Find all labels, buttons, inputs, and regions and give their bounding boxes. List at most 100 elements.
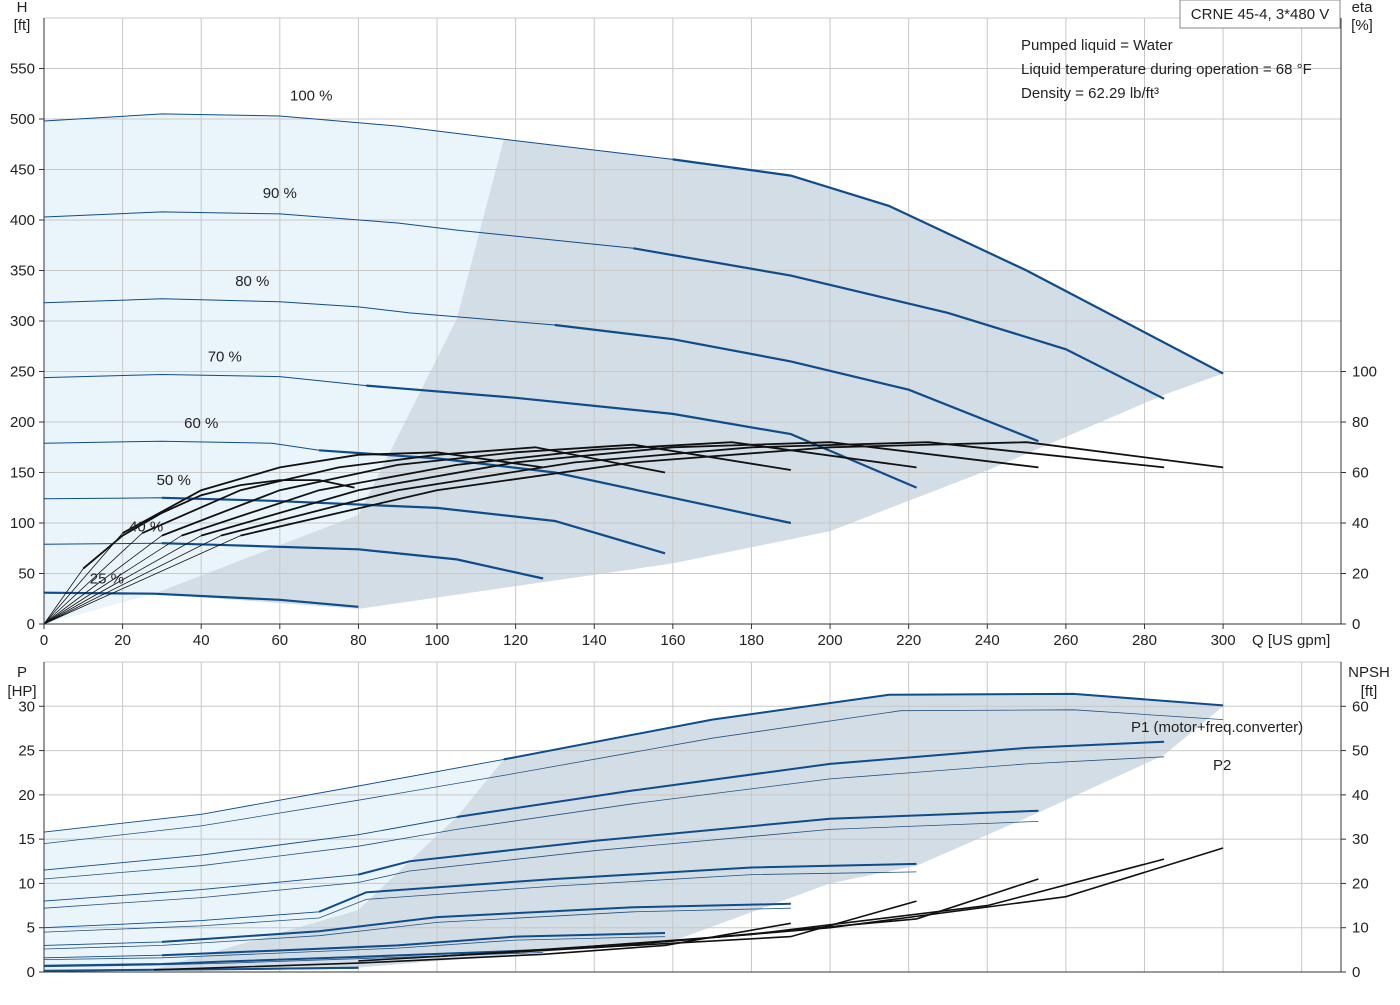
x-tick-label: 40 (193, 632, 210, 649)
head-curve (319, 449, 792, 525)
head-curve (366, 384, 917, 489)
x-tick-label: 300 (1211, 632, 1236, 649)
x-tick-label: 260 (1053, 632, 1078, 649)
eta-tick-label: 0 (1352, 616, 1360, 633)
liquid-label: Pumped liquid = Water (1021, 37, 1173, 54)
upper-operating-region (44, 113, 1224, 625)
model-label: CRNE 45-4, 3*480 V (1191, 6, 1329, 23)
upper-labels: 0501001502002503003504004505005500204060… (10, 0, 1377, 649)
y-tick-label: 400 (10, 212, 35, 229)
p1-curve (161, 932, 666, 957)
speed-label: 60 % (184, 415, 218, 432)
head-curves (43, 113, 1224, 608)
y-tick-label: 20 (18, 787, 35, 804)
p1-curve (43, 966, 359, 972)
npsh-tick-label: 60 (1352, 698, 1369, 715)
x-axis-label: Q [US gpm] (1252, 632, 1330, 649)
eta-curve (220, 441, 1165, 537)
eta-curves (43, 441, 1224, 625)
speed-label: 25 % (90, 570, 124, 587)
eta-tick-label: 100 (1352, 364, 1377, 381)
y-tick-label: 50 (18, 566, 35, 583)
npsh-tick-label: 0 (1352, 964, 1360, 981)
density-label: Density = 62.29 lb/ft³ (1021, 85, 1159, 102)
y-tick-label: 250 (10, 364, 35, 381)
head-curve (554, 323, 1039, 443)
x-tick-label: 220 (896, 632, 921, 649)
speed-label: 90 % (263, 185, 297, 202)
y-tick-label: 350 (10, 263, 35, 280)
p1-series-label: P1 (motor+freq.converter) (1131, 719, 1303, 736)
info-box: CRNE 45-4, 3*480 V Pumped liquid = Water… (1021, 0, 1341, 102)
x-tick-label: 240 (975, 632, 1000, 649)
p1-curve (43, 948, 544, 967)
p1-curve (161, 902, 791, 943)
x-tick-label: 60 (271, 632, 288, 649)
eta-tick-label: 60 (1352, 465, 1369, 482)
y-tick-label: 15 (18, 831, 35, 848)
x-tick-label: 80 (350, 632, 367, 649)
p2-curve (43, 821, 1039, 909)
p1-curve (456, 740, 1165, 818)
speed-label: 80 % (235, 273, 269, 290)
y-tick-label: 0 (27, 616, 35, 633)
upper-axes (39, 18, 1346, 629)
lower-axes (39, 662, 1346, 973)
y-tick-label: 500 (10, 111, 35, 128)
x-tick-label: 0 (40, 632, 48, 649)
y-tick-label: 150 (10, 465, 35, 482)
y-tick-label: 450 (10, 162, 35, 179)
eta-curve (240, 441, 1224, 537)
npsh-tick-label: 50 (1352, 743, 1369, 760)
npsh-curve (594, 847, 1224, 949)
npsh-curves (153, 847, 1224, 971)
p2-curves (43, 709, 1224, 972)
x-tick-label: 100 (425, 632, 450, 649)
y-tick-label: 100 (10, 515, 35, 532)
eta-curve (122, 451, 544, 534)
light-region (44, 759, 504, 972)
x-tick-label: 200 (818, 632, 843, 649)
x-tick-label: 20 (114, 632, 131, 649)
head-curve (161, 496, 666, 555)
eta-tick-label: 80 (1352, 414, 1369, 431)
model-box (1179, 0, 1341, 29)
eta-tick-label: 40 (1352, 515, 1369, 532)
p1-curve (318, 862, 917, 913)
eta-tick-label: 20 (1352, 566, 1369, 583)
temperature-label: Liquid temperature during operation = 68… (1021, 61, 1312, 78)
y-tick-label: 300 (10, 313, 35, 330)
head-curve (633, 247, 1165, 400)
operating-region (154, 139, 1224, 609)
npsh-tick-label: 20 (1352, 875, 1369, 892)
p2-curve (43, 907, 791, 950)
npsh-curve (515, 858, 1165, 953)
y-tick-label: 200 (10, 414, 35, 431)
eta-curve (141, 446, 666, 534)
p2-curve (43, 709, 1224, 844)
npsh-axis-label: NPSH (1348, 664, 1390, 681)
p2-series-label: P2 (1213, 757, 1231, 774)
y-tick-label: 30 (18, 698, 35, 715)
x-tick-label: 280 (1132, 632, 1157, 649)
p1-curves (43, 692, 1224, 972)
speed-label: 40 % (129, 518, 163, 535)
y-tick-label: 10 (18, 875, 35, 892)
p2-curve (43, 936, 666, 960)
npsh-tick-label: 40 (1352, 787, 1369, 804)
speed-label: 70 % (208, 349, 242, 366)
p2-curve (43, 871, 917, 933)
p-axis-label: P (17, 664, 27, 681)
y-tick-label: 0 (27, 964, 35, 981)
p2-curve (43, 968, 359, 972)
light-region (44, 113, 504, 625)
y-axis-unit: [ft] (14, 17, 31, 34)
x-tick-label: 140 (582, 632, 607, 649)
p1-curve (358, 809, 1039, 876)
speed-label: 100 % (290, 88, 333, 105)
npsh-tick-label: 10 (1352, 920, 1369, 937)
npsh-axis-unit: [ft] (1361, 683, 1378, 700)
lower-labels: 0 5 10 15 20 25 30 0 10 20 30 40 50 60 P [HP] NPSH [ft] P1… (7, 664, 1389, 981)
